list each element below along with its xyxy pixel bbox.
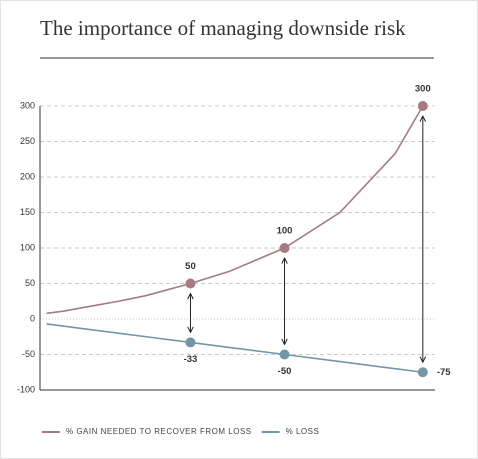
y-tick-label: 250 xyxy=(20,136,35,146)
marker xyxy=(279,349,290,360)
data-label: -75 xyxy=(437,367,451,378)
data-label: 300 xyxy=(415,84,431,95)
legend-label: % GAIN NEEDED TO RECOVER FROM LOSS xyxy=(66,427,252,436)
y-tick-label: 150 xyxy=(20,207,35,217)
data-label: 50 xyxy=(185,261,196,272)
y-tick-label: 50 xyxy=(25,278,35,288)
legend-label: % LOSS xyxy=(286,427,320,436)
marker xyxy=(185,278,196,289)
y-tick-label: 300 xyxy=(20,100,35,110)
y-tick-label: -50 xyxy=(22,349,35,359)
data-label: -33 xyxy=(184,354,198,365)
marker xyxy=(417,367,428,378)
y-tick-label: 0 xyxy=(30,313,35,323)
chart-title: The importance of managing downside risk xyxy=(40,16,406,40)
data-label: -50 xyxy=(278,366,292,377)
marker xyxy=(279,243,290,253)
marker xyxy=(417,101,428,111)
marker xyxy=(185,337,196,348)
y-tick-label: -100 xyxy=(17,384,35,394)
y-tick-label: 200 xyxy=(20,171,35,181)
y-tick-label: 100 xyxy=(20,242,35,252)
data-label: 100 xyxy=(277,226,293,237)
